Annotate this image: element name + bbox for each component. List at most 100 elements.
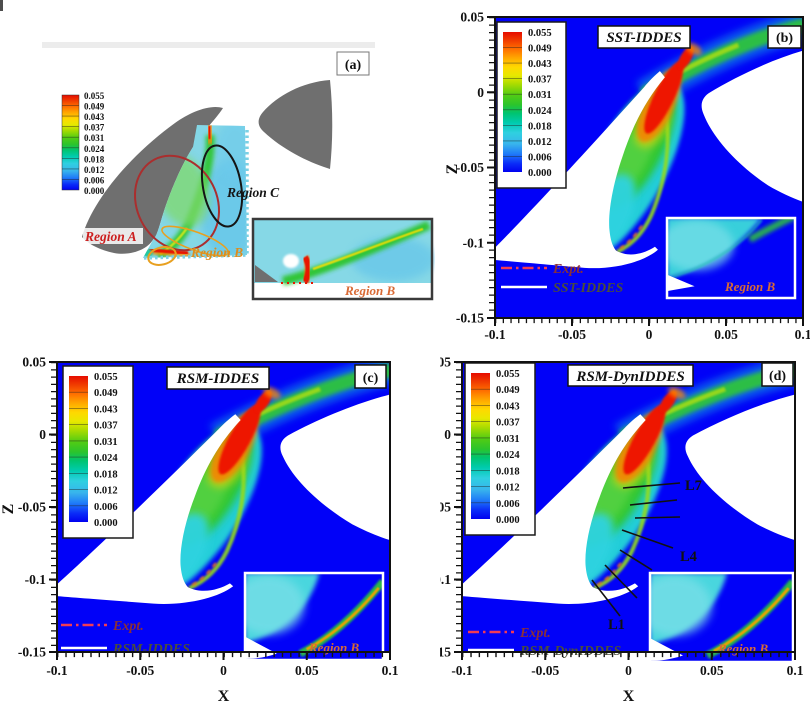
svg-text:-0.1: -0.1	[463, 235, 485, 250]
svg-text:-0.1: -0.1	[440, 572, 451, 587]
colorbar-label: 0.012	[528, 137, 552, 148]
svg-text:-0.15: -0.15	[456, 311, 484, 326]
colorbar-label: 0.012	[496, 483, 520, 494]
colorbar-label: 0.055	[84, 91, 105, 101]
region-c-ellipse	[200, 144, 244, 228]
region-b-label: Region B	[190, 245, 243, 260]
panel-a-colorbar: 0.055 0.049 0.043 0.037 0.031 0.024 0.01…	[61, 91, 105, 196]
panel-c-x-tick-labels: -0.1 -0.05 0 0.05 0.1	[46, 663, 398, 678]
probe-label-l7: L7	[685, 478, 702, 494]
model-legend-label: RSM-IDDES	[112, 642, 190, 657]
panel-b-tag-text: (b)	[776, 31, 793, 46]
panel-d-title-text: RSM-DynIDDES	[575, 369, 684, 385]
region-b-ellipse-small	[147, 246, 177, 266]
probe-label-l1: L1	[608, 617, 625, 633]
colorbar-label: 0.012	[84, 165, 105, 175]
svg-text:0.1: 0.1	[787, 663, 804, 678]
scan-artifact-mark	[0, 0, 3, 11]
svg-text:0.1: 0.1	[382, 663, 399, 678]
colorbar-label: 0.037	[496, 418, 520, 429]
region-c-label: Region C	[226, 185, 280, 200]
svg-text:-0.05: -0.05	[18, 500, 46, 515]
colorbar-label: 0.037	[528, 75, 552, 86]
svg-text:0.05: 0.05	[295, 663, 319, 678]
svg-text:-0.1: -0.1	[451, 663, 473, 678]
svg-text:-0.05: -0.05	[456, 160, 484, 175]
colorbar-label: 0.049	[84, 102, 105, 112]
colorbar-label: 0.031	[94, 437, 118, 448]
panel-d-colorbar: 0.055 0.049 0.043 0.037 0.031 0.024 0.01…	[464, 362, 536, 536]
panel-d-tag: (d)	[761, 362, 794, 387]
colorbar-label: 0.037	[94, 421, 118, 432]
colorbar-label: 0.024	[84, 144, 105, 154]
panel-b-ticks	[487, 16, 804, 326]
piv-contour-field	[143, 125, 247, 258]
svg-text:0: 0	[477, 85, 484, 100]
svg-text:0.05: 0.05	[700, 663, 724, 678]
panel-d: L7 L4 L1 Region B Expt. RSM-DynIDDES 0.0…	[440, 355, 804, 706]
svg-text:-0.05: -0.05	[440, 500, 451, 515]
colorbar-label: 0.024	[94, 453, 118, 464]
z-axis-label: Z	[444, 164, 461, 175]
colorbar-label: 0.006	[496, 499, 520, 510]
panel-c-colorbar: 0.055 0.049 0.043 0.037 0.031 0.024 0.01…	[62, 365, 134, 539]
panel-c-ticks	[49, 361, 391, 660]
svg-text:0.05: 0.05	[440, 355, 451, 370]
z-axis-label: Z	[0, 504, 17, 515]
colorbar-label: 0.018	[94, 469, 118, 480]
colorbar-label: 0.018	[496, 466, 520, 477]
colorbar-label: 0.000	[84, 186, 105, 196]
panel-c: Region B Expt. RSM-IDDES 0.055 0.049 0.0…	[0, 355, 399, 706]
expt-legend-label: Expt.	[112, 619, 144, 634]
panel-c-legend: Expt. RSM-IDDES	[61, 619, 190, 657]
probe-lines	[591, 482, 681, 617]
colorbar-label: 0.037	[84, 123, 105, 133]
model-legend-label: SST-IDDES	[553, 281, 624, 296]
panel-b-legend: Expt. SST-IDDES	[501, 262, 624, 296]
panel-a-tag: (a)	[336, 51, 370, 76]
colorbar-label: 0.049	[94, 388, 118, 399]
panel-b-z-tick-labels: 0.05 0 -0.05 -0.1 -0.15	[456, 10, 484, 326]
colorbar-label: 0.043	[84, 112, 105, 122]
panel-c-tag: (c)	[354, 364, 387, 389]
colorbar-label: 0.000	[94, 518, 118, 529]
svg-text:-0.1: -0.1	[25, 572, 47, 587]
colorbar-label: 0.043	[496, 401, 520, 412]
panel-a-top-strip	[42, 42, 375, 48]
panel-a-inset-label: Region B	[344, 283, 396, 298]
colorbar-label: 0.018	[528, 121, 552, 132]
svg-text:-0.15: -0.15	[18, 645, 46, 660]
svg-text:0.05: 0.05	[714, 327, 738, 342]
panel-d-z-tick-labels: 0.05 0 -0.05 -0.1 -0.15	[440, 355, 451, 660]
region-a-ellipse	[133, 154, 221, 252]
colorbar-label: 0.031	[528, 90, 552, 101]
panel-a-tag-text: (a)	[345, 58, 362, 73]
region-b-ellipse-long	[161, 225, 229, 257]
panel-a-inset: Region B	[251, 217, 435, 301]
svg-text:-0.1: -0.1	[46, 663, 68, 678]
colorbar-label: 0.049	[496, 385, 520, 396]
panel-d-ticks	[454, 361, 796, 660]
panel-c-inset: Region B	[243, 571, 385, 662]
svg-text:0: 0	[646, 327, 653, 342]
panel-b-inset-label: Region B	[724, 279, 776, 294]
svg-text:0.1: 0.1	[795, 327, 810, 342]
colorbar-label: 0.043	[94, 404, 118, 415]
main-element-geometry	[258, 80, 333, 169]
panel-c-z-tick-labels: 0.05 0 -0.05 -0.1 -0.15	[18, 355, 46, 660]
probe-label-l4: L4	[680, 549, 697, 565]
panel-c-title: RSM-IDDES	[166, 366, 270, 390]
colorbar-label: 0.049	[528, 44, 552, 55]
panel-d-x-tick-labels: -0.1 -0.05 0 0.05 0.1	[451, 663, 803, 678]
colorbar-label: 0.055	[528, 28, 552, 39]
panel-b-title: SST-IDDES	[597, 25, 691, 49]
panel-b-inset: Region B	[665, 216, 797, 300]
slat-geometry	[82, 106, 223, 254]
colorbar-label: 0.012	[94, 486, 118, 497]
panel-d-tag-text: (d)	[769, 369, 786, 384]
panel-d-inset-label: Region B	[717, 641, 769, 656]
panel-b-tag: (b)	[767, 25, 802, 49]
piv-field-ragged-edge	[142, 130, 249, 260]
svg-text:0.05: 0.05	[460, 10, 484, 25]
expt-legend-label: Expt.	[552, 262, 584, 277]
